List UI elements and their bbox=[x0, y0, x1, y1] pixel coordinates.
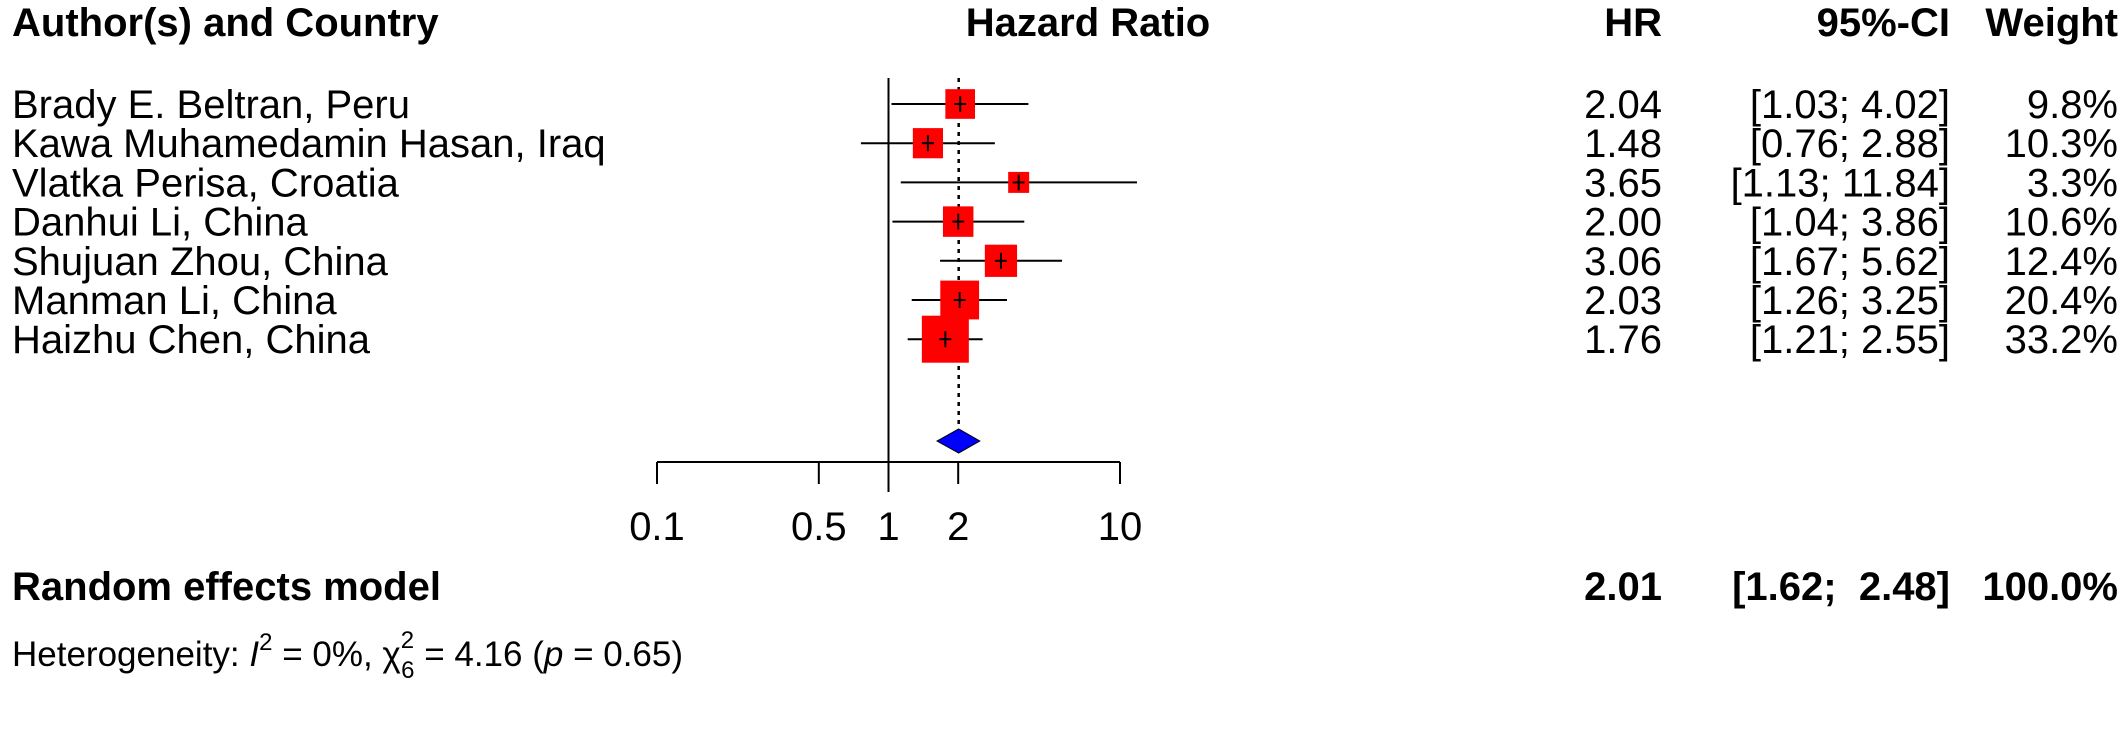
study-hr: 1.48 bbox=[1584, 122, 1662, 166]
axis-tick-label: 10 bbox=[1098, 505, 1143, 549]
study-label: Brady E. Beltran, Peru bbox=[12, 83, 410, 127]
header-weight: Weight bbox=[1985, 1, 2118, 45]
chi-subscript: 6 bbox=[401, 657, 414, 684]
i2-value: = 0%, bbox=[272, 635, 382, 674]
axis-tick-label: 0.5 bbox=[791, 505, 847, 549]
study-label: Haizhu Chen, China bbox=[12, 318, 371, 362]
pooled-label: Random effects model bbox=[12, 565, 441, 609]
study-ci: [1.26; 3.25] bbox=[1750, 279, 1950, 323]
study-hr: 3.65 bbox=[1584, 161, 1662, 205]
study-label: Manman Li, China bbox=[12, 279, 337, 323]
study-weight: 12.4% bbox=[2005, 240, 2118, 284]
study-hr: 2.04 bbox=[1584, 83, 1662, 127]
p-symbol: p bbox=[543, 635, 563, 674]
study-label: Vlatka Perisa, Croatia bbox=[12, 161, 400, 205]
study-weight: 10.6% bbox=[2005, 201, 2118, 245]
study-ci: [0.76; 2.88] bbox=[1750, 122, 1950, 166]
pooled-diamond bbox=[935, 428, 981, 454]
chi-symbol: χ bbox=[382, 635, 400, 674]
chi-superscript: 2 bbox=[401, 627, 414, 654]
study-label: Danhui Li, China bbox=[12, 201, 308, 245]
study-weight: 3.3% bbox=[2027, 161, 2118, 205]
chi-value: = 4.16 ( bbox=[414, 635, 544, 674]
study-ci: [1.04; 3.86] bbox=[1750, 201, 1950, 245]
study-rows: Brady E. Beltran, Peru 2.04 [1.03; 4.02] 9.… bbox=[12, 83, 2118, 362]
heterogeneity-prefix: Heterogeneity: bbox=[12, 635, 249, 674]
header-hr: HR bbox=[1604, 1, 1662, 45]
study-weight: 10.3% bbox=[2005, 122, 2118, 166]
study-hr: 2.00 bbox=[1584, 201, 1662, 245]
study-hr: 1.76 bbox=[1584, 318, 1662, 362]
study-ci: [1.21; 2.55] bbox=[1750, 318, 1950, 362]
heterogeneity-text: Heterogeneity: I2 = 0%, χ2 6 = 4.16 (p = … bbox=[12, 627, 683, 684]
x-axis: 0.1 0.5 1 2 10 bbox=[629, 461, 1143, 549]
pooled-ci: [1.62; 2.48] bbox=[1732, 565, 1950, 609]
i2-exponent: 2 bbox=[259, 629, 272, 656]
study-ci: [1.13; 11.84] bbox=[1731, 161, 1950, 205]
study-ci: [1.03; 4.02] bbox=[1750, 83, 1950, 127]
axis-tick-label: 0.1 bbox=[629, 505, 685, 549]
axis-tick-label: 1 bbox=[877, 505, 899, 549]
axis-tick-label: 2 bbox=[947, 505, 969, 549]
pooled-hr: 2.01 bbox=[1584, 565, 1662, 609]
study-weight: 9.8% bbox=[2027, 83, 2118, 127]
study-ci: [1.67; 5.62] bbox=[1750, 240, 1950, 284]
study-hr: 3.06 bbox=[1584, 240, 1662, 284]
header-study: Author(s) and Country bbox=[12, 1, 439, 45]
study-weight: 33.2% bbox=[2005, 318, 2118, 362]
study-weight: 20.4% bbox=[2005, 279, 2118, 323]
study-hr: 2.03 bbox=[1584, 279, 1662, 323]
header-plot: Hazard Ratio bbox=[966, 1, 1211, 45]
plot-marks bbox=[860, 78, 1137, 492]
pooled-weight: 100.0% bbox=[1982, 565, 2118, 609]
study-label: Kawa Muhamedamin Hasan, Iraq bbox=[12, 122, 606, 166]
i2-symbol: I bbox=[249, 635, 259, 674]
p-value: = 0.65) bbox=[563, 635, 683, 674]
study-label: Shujuan Zhou, China bbox=[12, 240, 389, 284]
header-ci: 95%-CI bbox=[1817, 1, 1950, 45]
